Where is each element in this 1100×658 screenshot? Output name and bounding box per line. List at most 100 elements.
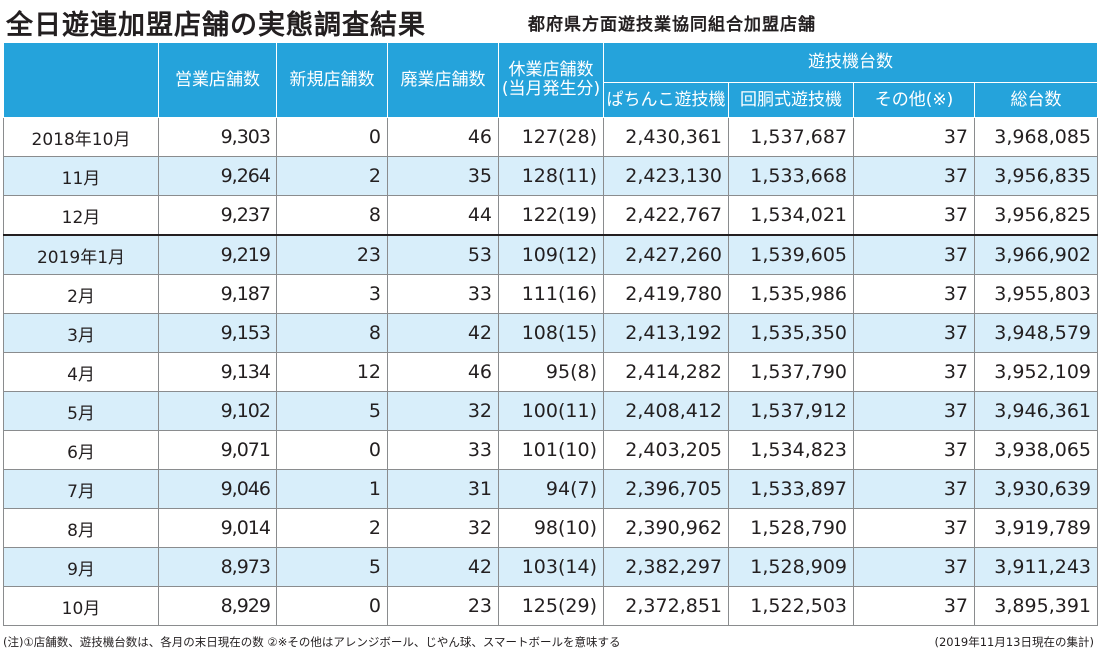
header-row-2: ぱちんこ遊技機 回胴式遊技機 その他(※) 総台数	[4, 82, 1098, 118]
closed-stores-cell: 32	[387, 508, 499, 548]
closed-stores-cell: 31	[387, 469, 499, 509]
new-stores-cell: 23	[276, 234, 388, 275]
other-count-cell: 37	[853, 430, 975, 470]
slot-count-cell: 1,537,912	[728, 391, 854, 431]
month-cell: 5月	[3, 391, 159, 431]
suspended-header-line1: 休業店舗数	[508, 60, 594, 80]
other-count-cell: 37	[853, 274, 975, 314]
suspended-stores-cell: 127(28)	[498, 117, 604, 157]
stores-open-cell: 8,929	[158, 586, 277, 626]
closed-stores-cell: 44	[387, 195, 499, 236]
slot-count-cell: 1,539,605	[728, 234, 854, 275]
slot-count-cell: 1,534,021	[728, 195, 854, 236]
footnote: (注)①店舗数、遊技機台数は、各月の末日現在の数 ②※その他はアレンジボール、じ…	[3, 635, 621, 649]
closed-stores-cell: 33	[387, 430, 499, 470]
table-row: 10月 8,929 0 23 125(29) 2,372,851 1,522,503 37 3,…	[3, 586, 1098, 626]
other-count-cell: 37	[853, 156, 975, 196]
slot-count-cell: 1,528,790	[728, 508, 854, 548]
other-header: その他(※)	[853, 82, 975, 118]
table-row: 7月 9,046 1 31 94(7) 2,396,705 1,533,897 37 3,930…	[3, 469, 1098, 509]
new-stores-cell: 0	[276, 586, 388, 626]
new-stores-cell: 3	[276, 274, 388, 314]
slot-count-cell: 1,537,790	[728, 352, 854, 392]
pachinko-count-cell: 2,423,130	[603, 156, 729, 196]
table-row: 2018年10月 9,303 0 46 127(28) 2,430,361 1,537,68…	[3, 117, 1098, 157]
suspended-stores-cell: 94(7)	[498, 469, 604, 509]
suspended-stores-cell: 108(15)	[498, 313, 604, 353]
month-cell: 6月	[3, 430, 159, 470]
new-stores-cell: 2	[276, 508, 388, 548]
new-stores-header: 新規店舗数	[276, 42, 388, 118]
suspended-stores-cell: 103(14)	[498, 547, 604, 587]
month-header	[3, 42, 159, 118]
pachinko-count-cell: 2,396,705	[603, 469, 729, 509]
slot-count-cell: 1,535,986	[728, 274, 854, 314]
total-count-cell: 3,966,902	[974, 234, 1098, 275]
other-count-cell: 37	[853, 352, 975, 392]
slot-count-cell: 1,528,909	[728, 547, 854, 587]
total-count-cell: 3,946,361	[974, 391, 1098, 431]
table-row: 8月 9,014 2 32 98(10) 2,390,962 1,528,790 37 3,91…	[3, 508, 1098, 548]
closed-stores-cell: 53	[387, 234, 499, 275]
closed-stores-cell: 33	[387, 274, 499, 314]
stores-open-cell: 9,264	[158, 156, 277, 196]
month-cell: 2月	[3, 274, 159, 314]
month-cell: 2019年1月	[3, 234, 159, 275]
stores-open-cell: 9,187	[158, 274, 277, 314]
survey-table: 営業店舗数 新規店舗数 廃業店舗数 休業店舗数 (当月発生分) 遊技機台数 ぱち…	[3, 42, 1098, 626]
new-stores-cell: 5	[276, 547, 388, 587]
suspended-stores-cell: 109(12)	[498, 234, 604, 275]
stores-open-cell: 9,303	[158, 117, 277, 157]
new-stores-cell: 2	[276, 156, 388, 196]
new-stores-cell: 8	[276, 313, 388, 353]
other-count-cell: 37	[853, 547, 975, 587]
new-stores-cell: 0	[276, 117, 388, 157]
pachinko-count-cell: 2,419,780	[603, 274, 729, 314]
slot-header: 回胴式遊技機	[728, 82, 854, 118]
stores-open-cell: 9,237	[158, 195, 277, 236]
suspended-stores-cell: 111(16)	[498, 274, 604, 314]
new-stores-cell: 0	[276, 430, 388, 470]
table-row: 6月 9,071 0 33 101(10) 2,403,205 1,534,823 37 3,9…	[3, 430, 1098, 470]
pachinko-count-cell: 2,430,361	[603, 117, 729, 157]
suspended-stores-header: 休業店舗数 (当月発生分)	[498, 42, 604, 118]
other-count-cell: 37	[853, 313, 975, 353]
pachinko-count-cell: 2,372,851	[603, 586, 729, 626]
suspended-stores-cell: 98(10)	[498, 508, 604, 548]
total-count-cell: 3,956,835	[974, 156, 1098, 196]
table-row: 2019年1月 9,219 23 53 109(12) 2,427,260 1,539,60…	[3, 234, 1098, 275]
total-count-cell: 3,930,639	[974, 469, 1098, 509]
stores-open-cell: 9,046	[158, 469, 277, 509]
closed-stores-cell: 42	[387, 547, 499, 587]
title-bar: 全日遊連加盟店舗の実態調査結果 都府県方面遊技業協同組合加盟店舗	[0, 0, 1100, 41]
stores-open-cell: 9,102	[158, 391, 277, 431]
table-row: 11月 9,264 2 35 128(11) 2,423,130 1,533,668 37 3,…	[3, 156, 1098, 196]
stores-open-cell: 9,219	[158, 234, 277, 275]
new-stores-cell: 12	[276, 352, 388, 392]
stores-open-cell: 9,153	[158, 313, 277, 353]
closed-stores-cell: 32	[387, 391, 499, 431]
month-cell: 2018年10月	[3, 117, 159, 157]
slot-count-cell: 1,533,897	[728, 469, 854, 509]
other-count-cell: 37	[853, 391, 975, 431]
pachinko-count-cell: 2,408,412	[603, 391, 729, 431]
table-row: 9月 8,973 5 42 103(14) 2,382,297 1,528,909 37 3,9…	[3, 547, 1098, 587]
stores-open-cell: 9,014	[158, 508, 277, 548]
footnote-date: (2019年11月13日現在の集計)	[934, 635, 1094, 649]
month-cell: 7月	[3, 469, 159, 509]
stores-open-cell: 9,071	[158, 430, 277, 470]
month-cell: 4月	[3, 352, 159, 392]
closed-stores-cell: 35	[387, 156, 499, 196]
suspended-stores-cell: 122(19)	[498, 195, 604, 236]
other-count-cell: 37	[853, 508, 975, 548]
total-count-cell: 3,956,825	[974, 195, 1098, 236]
slot-count-cell: 1,535,350	[728, 313, 854, 353]
table-row: 5月 9,102 5 32 100(11) 2,408,412 1,537,912 37 3,9…	[3, 391, 1098, 431]
other-count-cell: 37	[853, 195, 975, 236]
slot-count-cell: 1,534,823	[728, 430, 854, 470]
closed-stores-cell: 46	[387, 352, 499, 392]
suspended-header-line2: (当月発生分)	[501, 79, 601, 99]
stores-open-cell: 9,134	[158, 352, 277, 392]
pachinko-header: ぱちんこ遊技機	[603, 82, 729, 118]
total-count-cell: 3,911,243	[974, 547, 1098, 587]
